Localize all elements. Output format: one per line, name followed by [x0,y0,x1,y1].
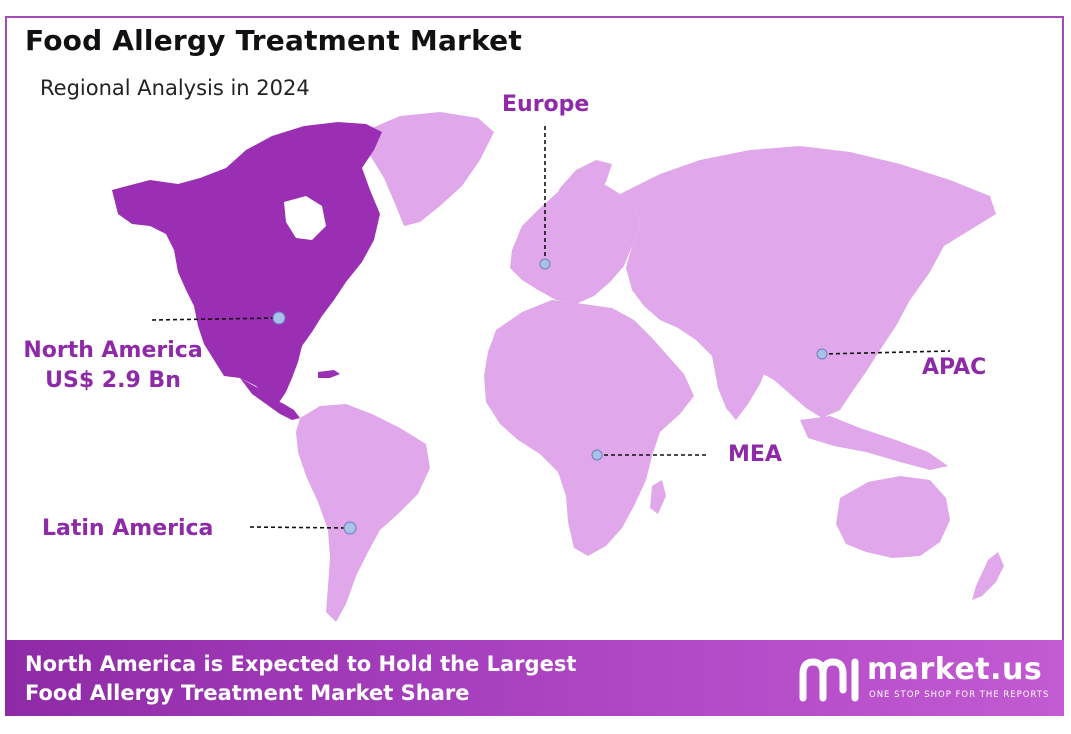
europe-label: Europe [502,92,590,117]
greenland-shape [368,112,494,226]
southeast-asia-shape [800,416,948,470]
madagascar-shape [650,480,666,514]
caribbean-shape [318,370,340,378]
latin-america-marker [343,521,357,535]
apac-leader [821,350,951,355]
brand-tagline: ONE STOP SHOP FOR THE REPORTS [869,690,1050,700]
british-isles-shape [516,222,536,256]
mea-label: MEA [728,442,782,467]
india-shape [712,350,768,420]
north-america-label: North America US$ 2.9 Bn [18,336,208,396]
brand-logo: market.us ONE STOP SHOP FOR THE REPORTS [795,650,1055,706]
apac-marker [816,348,828,360]
north-america-leader [151,317,280,321]
page-subtitle: Regional Analysis in 2024 [40,76,310,100]
north-america-shape [112,122,382,404]
footer-headline: North America is Expected to Hold the La… [25,650,576,708]
south-america-shape [296,404,430,622]
page-title: Food Allergy Treatment Market [25,24,522,57]
footer-line-1: North America is Expected to Hold the La… [25,652,577,676]
north-america-value: US$ 2.9 Bn [45,368,181,393]
central-america-shape [240,378,300,420]
europe-marker [539,258,551,270]
japan-shape [896,254,926,296]
footer-line-2: Food Allergy Treatment Market Share [25,681,470,705]
apac-label: APAC [922,355,987,380]
latin-america-label: Latin America [42,516,214,541]
latin-america-leader [249,526,351,529]
scandinavia-shape [548,160,612,224]
brand-name: market.us [867,652,1043,687]
hudson-bay-shape [284,196,326,240]
north-america-marker [272,311,286,325]
asia-shape [620,146,996,418]
new-zealand-shape [972,552,1004,600]
footer-banner: North America is Expected to Hold the La… [5,640,1064,716]
market-us-logo-icon [799,658,859,702]
europe-shape [510,180,640,304]
world-map [112,112,1004,622]
australia-shape [836,476,950,558]
mea-marker [591,449,603,461]
africa-shape [484,300,694,556]
north-america-name: North America [23,338,203,363]
